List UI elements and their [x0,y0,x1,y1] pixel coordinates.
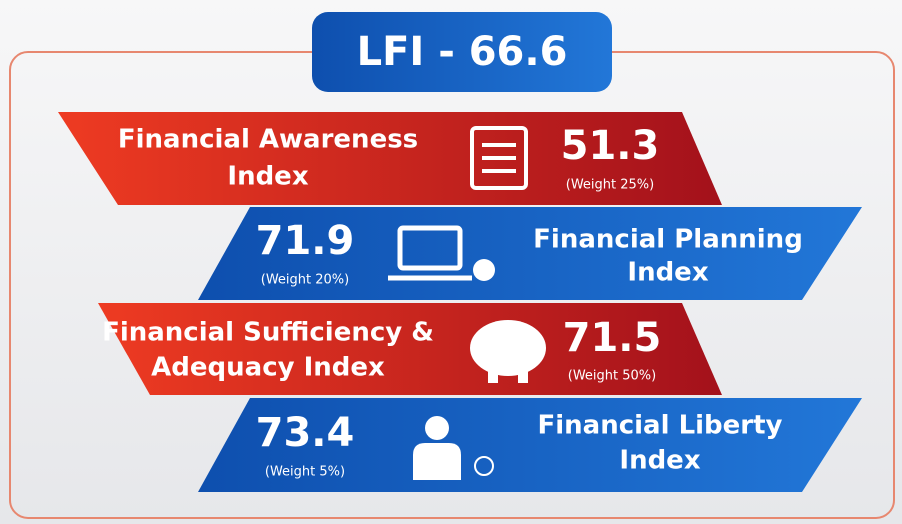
banner [58,112,722,205]
title: LFI - 66.6 [357,29,568,75]
index-value: 73.4 [256,410,355,456]
person-icon [413,416,494,480]
index-name: Index [619,446,700,476]
index-weight: (Weight 25%) [566,178,654,193]
index-name: Financial Awareness [118,125,418,155]
piggy-icon [470,320,546,383]
index-name: Financial Planning [533,225,803,255]
list-icon [470,126,528,190]
index-name: Index [627,258,708,288]
index-weight: (Weight 50%) [568,369,656,384]
index-name: Financial Liberty [538,411,783,441]
index-name: Financial Sufficiency & [102,318,434,348]
index-weight: (Weight 20%) [261,273,349,288]
index-weight: (Weight 5%) [265,465,345,480]
title-pill [312,12,612,92]
laptop-icon [388,225,495,281]
index-name: Adequacy Index [151,353,385,383]
index-name: Index [227,162,308,192]
banner [198,398,862,492]
banner [198,207,862,300]
index-value: 71.9 [256,218,355,264]
index-value: 71.5 [563,315,662,361]
index-value: 51.3 [561,123,660,169]
banner [98,303,722,395]
